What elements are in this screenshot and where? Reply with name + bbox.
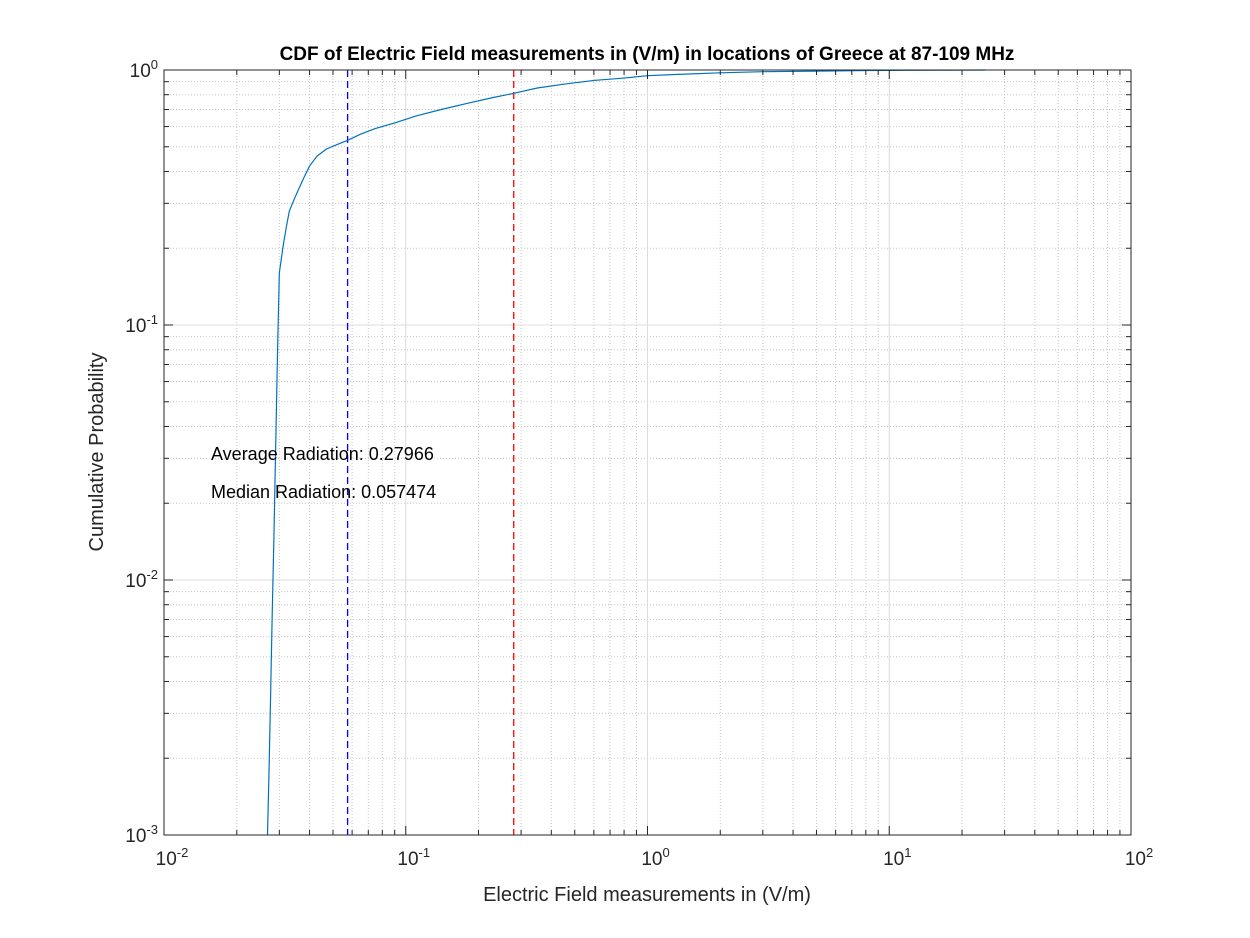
x-tick-label: 100: [641, 845, 669, 870]
x-tick-label: 101: [883, 845, 911, 870]
axis-ticks: [163, 69, 1132, 836]
y-axis-label: Cumulative Probability: [86, 353, 108, 552]
x-tick-label: 10-2: [156, 845, 189, 870]
cdf-series: [266, 69, 986, 836]
y-tick-labels: 10-3 10-2 10-1 100: [125, 57, 158, 847]
average-radiation-annotation: Average Radiation: 0.27966: [211, 444, 434, 464]
x-tick-label: 10-1: [397, 845, 430, 870]
x-tick-labels: 10-2 10-1 100 101 102: [156, 845, 1154, 870]
median-radiation-annotation: Median Radiation: 0.057474: [211, 482, 436, 502]
x-axis-label: Electric Field measurements in (V/m): [483, 884, 811, 906]
y-tick-label: 100: [130, 57, 158, 82]
x-tick-label: 102: [1125, 845, 1153, 870]
cdf-line: [266, 69, 986, 836]
y-tick-label: 10-1: [125, 312, 158, 337]
reference-lines: [346, 70, 515, 835]
y-tick-label: 10-3: [125, 822, 158, 847]
y-tick-label: 10-2: [125, 567, 158, 592]
chart-title: CDF of Electric Field measurements in (V…: [280, 44, 1015, 65]
